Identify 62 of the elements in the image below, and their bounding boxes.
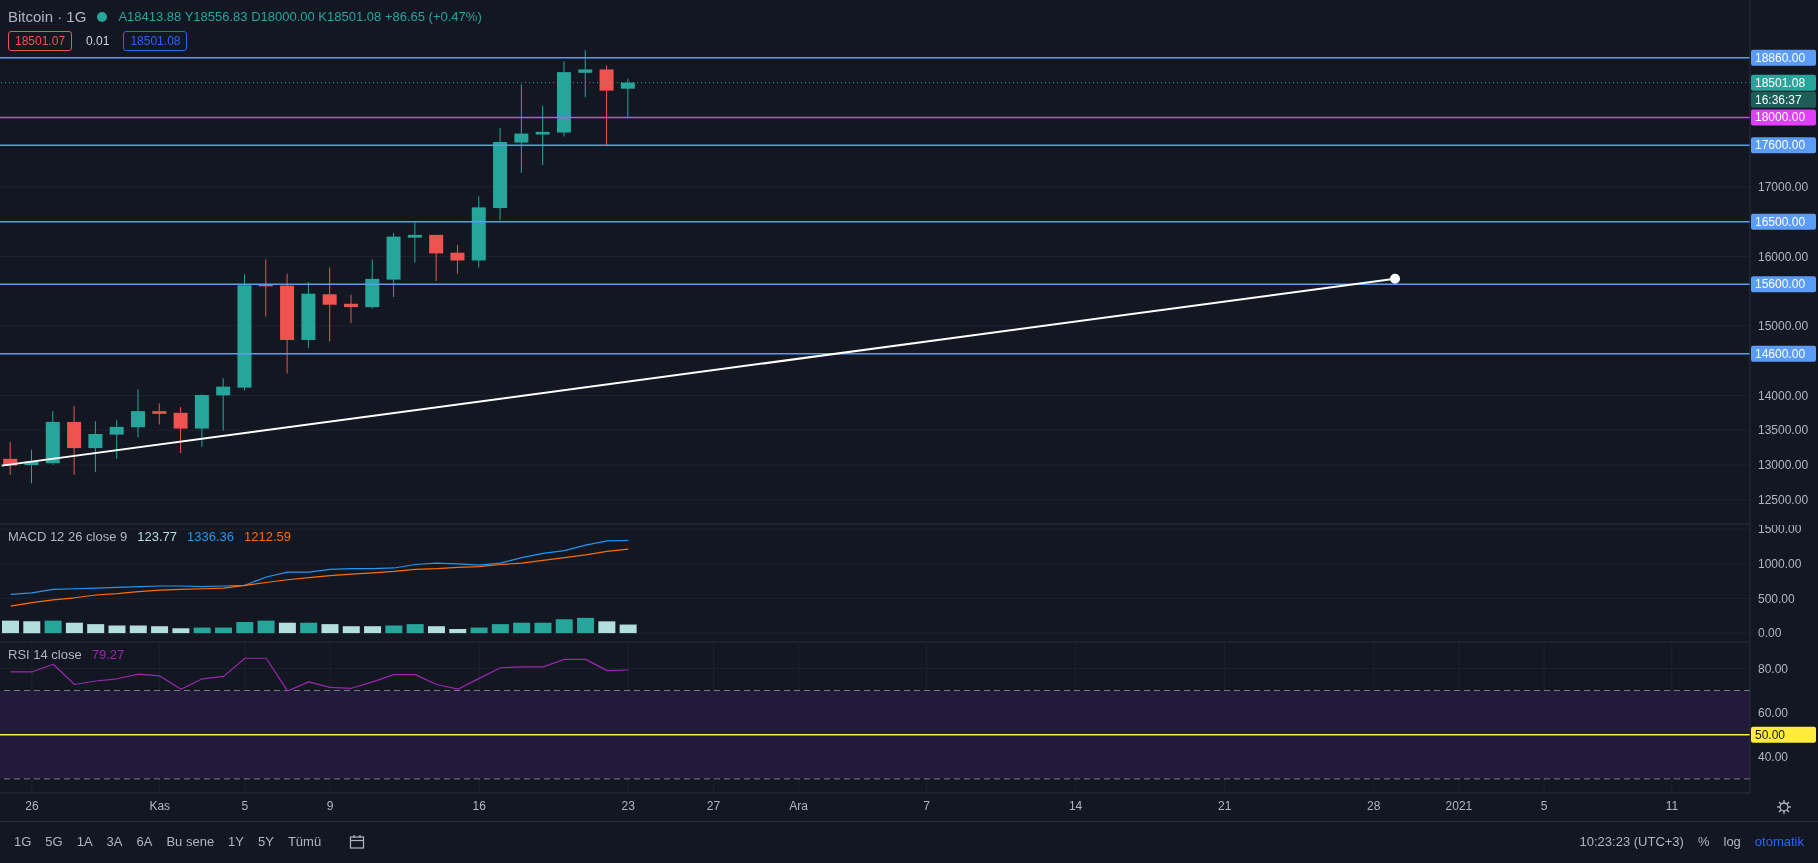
x-tick-label: 14 <box>1068 798 1083 813</box>
text: 10:23:23 (UTC+3) <box>1579 834 1684 849</box>
annotation: 1212.59 <box>244 529 291 544</box>
y-tick-label: 1000.00 <box>1758 557 1802 572</box>
x-tick-label: 5 <box>241 798 249 813</box>
text: otomatik <box>1754 834 1804 849</box>
x-tick-label: Ara <box>789 798 809 813</box>
ref-line-label: 18860.00 <box>1755 50 1806 65</box>
x-tick-label: 23 <box>621 798 636 813</box>
annotation: 123.77 <box>137 529 177 544</box>
text: % <box>1697 834 1710 849</box>
ref-line-label: 16500.00 <box>1755 214 1806 229</box>
y-tick-label: 15000.00 <box>1758 319 1809 334</box>
text: 5Y <box>258 834 274 849</box>
x-tick-label: 16 <box>472 798 487 813</box>
y-tick-label: 12500.00 <box>1758 492 1809 507</box>
text: 5G <box>45 834 63 849</box>
y-tick-label: 13500.00 <box>1758 423 1809 438</box>
x-tick-label: 7 <box>923 798 931 813</box>
text: 1A <box>76 834 93 849</box>
text: 6A <box>136 834 153 849</box>
chart-title: RSI 14 close <box>8 647 82 662</box>
text: A18413.88 Y18556.83 D18000.00 K18501.08 +86.65 (+0.47%) <box>118 9 482 24</box>
y-tick-label: 80.00 <box>1758 661 1789 676</box>
ref-line-label: 50.00 <box>1755 727 1786 742</box>
ref-line-label: 14600.00 <box>1755 346 1806 361</box>
text: Tümü <box>287 834 322 849</box>
y-tick-label: 60.00 <box>1758 705 1789 720</box>
text: Bitcoin · 1G <box>8 8 87 25</box>
text: 16:36:37 <box>1755 92 1803 107</box>
text: Bu sene <box>166 834 215 849</box>
x-tick-label: 9 <box>326 798 334 813</box>
x-tick-label: 26 <box>25 798 39 813</box>
text: 1G <box>14 834 32 849</box>
x-tick-label: 28 <box>1367 798 1381 813</box>
y-tick-label: 500.00 <box>1758 591 1796 606</box>
y-tick-label: 40.00 <box>1758 750 1789 765</box>
x-tick-label: 21 <box>1217 798 1232 813</box>
annotation: 18501.08 <box>123 31 188 51</box>
x-tick-label: 2021 <box>1445 798 1473 813</box>
ref-line-label: 15600.00 <box>1755 277 1806 292</box>
y-tick-label: 0.00 <box>1758 626 1782 641</box>
y-tick-label: 1500.00 <box>1758 522 1802 537</box>
text: 3A <box>106 834 123 849</box>
x-tick-label: 11 <box>1665 798 1679 813</box>
chart-title: MACD 12 26 close 9 <box>8 529 128 544</box>
x-tick-label: 5 <box>1540 798 1548 813</box>
y-tick-label: 14000.00 <box>1758 388 1809 403</box>
text: log <box>1723 834 1741 849</box>
y-tick-label: 16000.00 <box>1758 249 1809 264</box>
annotation: 1336.36 <box>187 529 234 544</box>
ref-line-label: 18501.08 <box>1755 75 1806 90</box>
annotation: 79.27 <box>91 647 125 662</box>
ref-line-label: 17600.00 <box>1755 138 1806 153</box>
x-tick-label: Kas <box>149 798 171 813</box>
ref-line-label: 18000.00 <box>1755 110 1806 125</box>
annotation: 18501.07 <box>8 31 73 51</box>
y-tick-label: 17000.00 <box>1758 180 1809 195</box>
y-tick-label: 13000.00 <box>1758 458 1809 473</box>
annotation: 0.01 <box>85 33 111 50</box>
text: 1Y <box>228 834 245 849</box>
x-tick-label: 27 <box>706 798 721 813</box>
